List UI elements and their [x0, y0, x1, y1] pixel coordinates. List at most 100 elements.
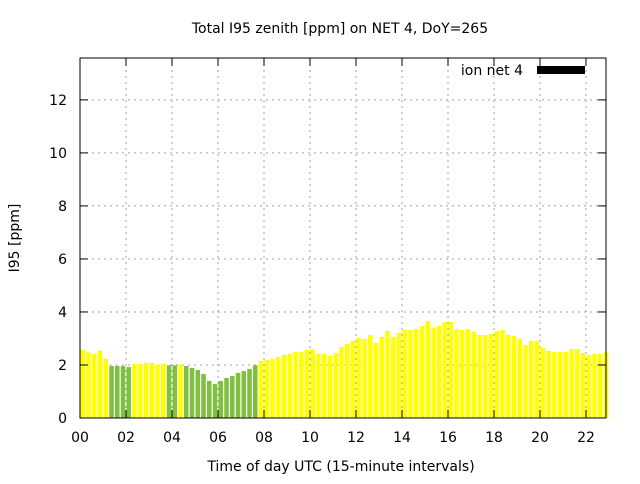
bar: [431, 327, 436, 418]
y-tick-label: 10: [49, 146, 67, 162]
bar: [350, 340, 356, 418]
bar: [540, 348, 546, 418]
bar: [126, 367, 132, 418]
x-tick-label: 16: [439, 430, 457, 446]
y-tick-label: 2: [58, 358, 67, 374]
bar: [488, 333, 494, 418]
bar: [367, 335, 373, 418]
x-tick-label: 10: [301, 430, 319, 446]
bar: [298, 351, 304, 418]
bar: [597, 353, 603, 418]
bar: [402, 329, 408, 418]
legend-label: ion net 4: [461, 63, 523, 79]
bar: [511, 336, 517, 418]
bar: [316, 353, 321, 418]
bar: [155, 364, 160, 418]
bar: [477, 335, 482, 418]
bar: [551, 351, 557, 418]
bar: [379, 336, 385, 418]
bar: [586, 354, 592, 418]
bar: [373, 342, 379, 418]
bar: [218, 380, 224, 418]
bar: [442, 322, 448, 418]
y-axis: 0 2 4 6 8 10 12: [49, 93, 606, 427]
bar: [137, 363, 143, 418]
bar: [258, 361, 264, 418]
bar: [413, 328, 419, 418]
bar: [166, 365, 172, 418]
bar: [149, 362, 155, 418]
bar: [287, 353, 293, 418]
bar: [580, 353, 586, 418]
y-axis-label: I95 [ppm]: [7, 204, 23, 273]
bar: [408, 329, 413, 418]
legend: ion net 4: [461, 63, 585, 79]
x-tick-label: 18: [485, 430, 503, 446]
y-tick-label: 8: [58, 199, 67, 215]
bar: [114, 366, 120, 418]
bar: [523, 345, 528, 418]
bars: [80, 320, 609, 418]
bar: [252, 365, 258, 418]
x-tick-label: 12: [347, 430, 365, 446]
bar: [356, 337, 362, 418]
bar: [459, 329, 465, 418]
bar: [528, 340, 534, 418]
bar: [482, 335, 488, 418]
bar: [91, 353, 97, 418]
bar: [321, 353, 327, 418]
x-tick-label: 22: [577, 430, 595, 446]
grid: [80, 58, 606, 418]
bar: [241, 371, 247, 418]
bar: [557, 351, 563, 418]
x-tick-label: 14: [393, 430, 411, 446]
bar: [344, 344, 350, 418]
bar: [270, 358, 275, 418]
bar: [362, 339, 367, 418]
bar: [86, 352, 91, 418]
bar: [425, 320, 431, 418]
bar: [517, 339, 523, 418]
bar: [534, 340, 540, 418]
bar: [120, 366, 126, 418]
bar: [339, 346, 344, 418]
bar: [132, 363, 137, 418]
bar: [293, 351, 298, 418]
bar: [471, 331, 477, 418]
bar: [80, 349, 86, 418]
x-tick-label: 04: [163, 430, 181, 446]
x-axis: 00 02 04 06 08 10 12 14 16 18 20 22: [71, 58, 595, 446]
bar: [160, 363, 166, 418]
bar: [304, 349, 310, 418]
x-axis-label: Time of day UTC (15-minute intervals): [206, 459, 474, 475]
bar: [206, 380, 212, 418]
bar: [494, 331, 500, 418]
y-tick-label: 0: [58, 411, 67, 427]
bar: [109, 366, 114, 418]
bar: [385, 331, 390, 418]
x-tick-label: 20: [531, 430, 549, 446]
bar: [172, 365, 178, 418]
bar: [327, 355, 333, 418]
bar: [569, 349, 574, 418]
bar: [201, 373, 206, 418]
bar: [390, 336, 396, 418]
bar: [247, 368, 252, 418]
x-tick-label: 06: [209, 430, 227, 446]
bar: [183, 366, 189, 418]
x-tick-label: 00: [71, 430, 89, 446]
bar: [465, 328, 471, 418]
bar: [103, 358, 109, 418]
bar: [229, 376, 235, 418]
bar: [310, 349, 316, 418]
bar: [178, 364, 183, 418]
bar: [195, 370, 201, 418]
x-tick-label: 02: [117, 430, 135, 446]
bar: [212, 384, 218, 418]
bar: [396, 332, 402, 418]
bar: [574, 349, 580, 418]
bar: [546, 350, 551, 418]
bar: [454, 328, 459, 418]
x-tick-label: 08: [255, 430, 273, 446]
